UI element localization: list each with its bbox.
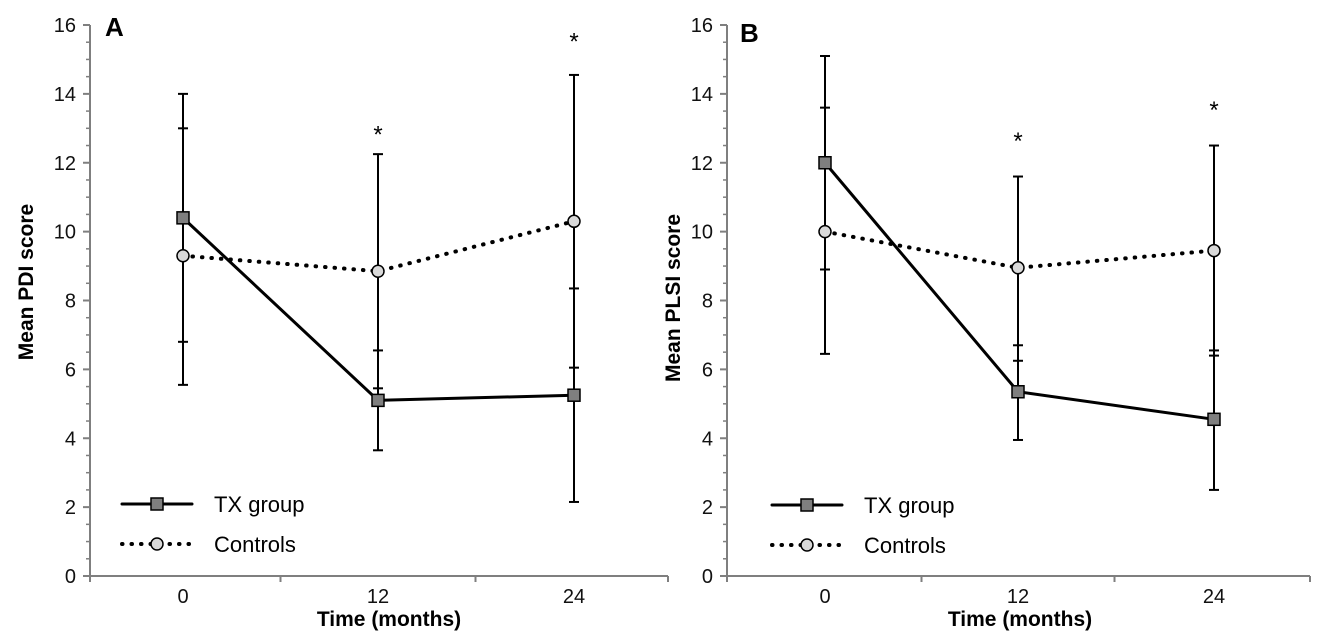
panel-a-y-tick-label: 2 xyxy=(65,497,76,519)
panel-a-controls-point xyxy=(371,264,385,278)
panel-a-tx-point xyxy=(176,211,190,225)
panel-b-y-tick-label: 0 xyxy=(702,566,713,588)
panel-b-y-tick-label: 14 xyxy=(691,84,713,106)
panel-b-controls-point xyxy=(818,224,832,239)
panel-a-tx-point xyxy=(567,388,581,402)
panel-b-controls-series-line xyxy=(823,229,1216,270)
panel-a-y-tick-label: 4 xyxy=(65,428,76,450)
panel-b-controls-point xyxy=(1207,243,1221,258)
panel-b-tx-series-line xyxy=(823,161,1216,421)
panel-b-legend-label: TX group xyxy=(864,493,955,518)
panel-a-x-tick-label: 24 xyxy=(563,586,585,608)
panel-a-y-tick-label: 16 xyxy=(54,15,76,37)
panel-a-y-tick-label: 12 xyxy=(54,153,76,175)
panel-a-controls-series-line xyxy=(181,219,576,274)
panel-b-y-tick-label: 16 xyxy=(691,15,713,37)
panel-b-legend-label: Controls xyxy=(864,533,946,558)
panel-a-tx-point xyxy=(371,393,385,408)
panel-a-significance-star: * xyxy=(569,28,578,55)
panel-b-y-tick-label: 12 xyxy=(691,153,713,175)
panel-a-x-axis-title: Time (months) xyxy=(317,608,461,631)
panel-a-letter: A xyxy=(105,12,124,42)
panel-a: A Time (months) Mean PDI score 024681012… xyxy=(15,12,669,631)
panel-a-y-tick-label: 14 xyxy=(54,84,76,106)
panel-b: B Time (months) Mean PLSI score 02468101… xyxy=(662,15,1311,631)
panel-b-y-tick-label: 10 xyxy=(691,222,713,244)
panel-a-legend-swatch-marker xyxy=(150,497,164,511)
panel-b-legend-swatch-marker xyxy=(800,498,814,512)
panel-b-y-tick-label: 2 xyxy=(702,497,713,519)
panel-a-controls-point xyxy=(176,248,190,263)
panel-b-x-axis-title: Time (months) xyxy=(948,608,1092,631)
panel-b-x-tick-label: 0 xyxy=(819,586,830,608)
panel-b-x-tick-label: 24 xyxy=(1203,586,1225,608)
panel-a-y-tick-label: 6 xyxy=(65,359,76,381)
panel-a-x-tick-label: 0 xyxy=(177,586,188,608)
panel-a-legend-label: Controls xyxy=(214,532,296,557)
panel-b-significance-star: * xyxy=(1209,97,1218,124)
panel-b-x-tick-label: 12 xyxy=(1007,586,1029,608)
panel-b-tx-point xyxy=(818,156,832,170)
panel-a-significance-star: * xyxy=(373,121,382,148)
panel-b-tx-point xyxy=(1011,385,1025,399)
panel-b-y-tick-label: 4 xyxy=(702,428,713,450)
panel-a-legend-swatch-marker xyxy=(150,537,164,551)
panel-a-legend-label: TX group xyxy=(214,492,305,517)
panel-b-y-axis-title: Mean PLSI score xyxy=(662,214,685,382)
panel-b-letter: B xyxy=(740,18,759,48)
panel-a-y-tick-label: 8 xyxy=(65,291,76,313)
panel-a-controls-point xyxy=(567,214,581,229)
panel-b-controls-point xyxy=(1011,261,1025,275)
panel-b-tx-point xyxy=(1207,412,1221,427)
panel-a-y-tick-label: 10 xyxy=(54,222,76,244)
panel-a-y-axis-title: Mean PDI score xyxy=(15,204,38,360)
panel-a-x-tick-label: 12 xyxy=(367,586,389,608)
panel-a-y-tick-label: 0 xyxy=(65,566,76,588)
panel-b-significance-star: * xyxy=(1013,128,1022,155)
panel-b-y-tick-label: 8 xyxy=(702,291,713,313)
panel-b-y-tick-label: 6 xyxy=(702,359,713,381)
panel-b-legend-swatch-marker xyxy=(800,538,814,552)
